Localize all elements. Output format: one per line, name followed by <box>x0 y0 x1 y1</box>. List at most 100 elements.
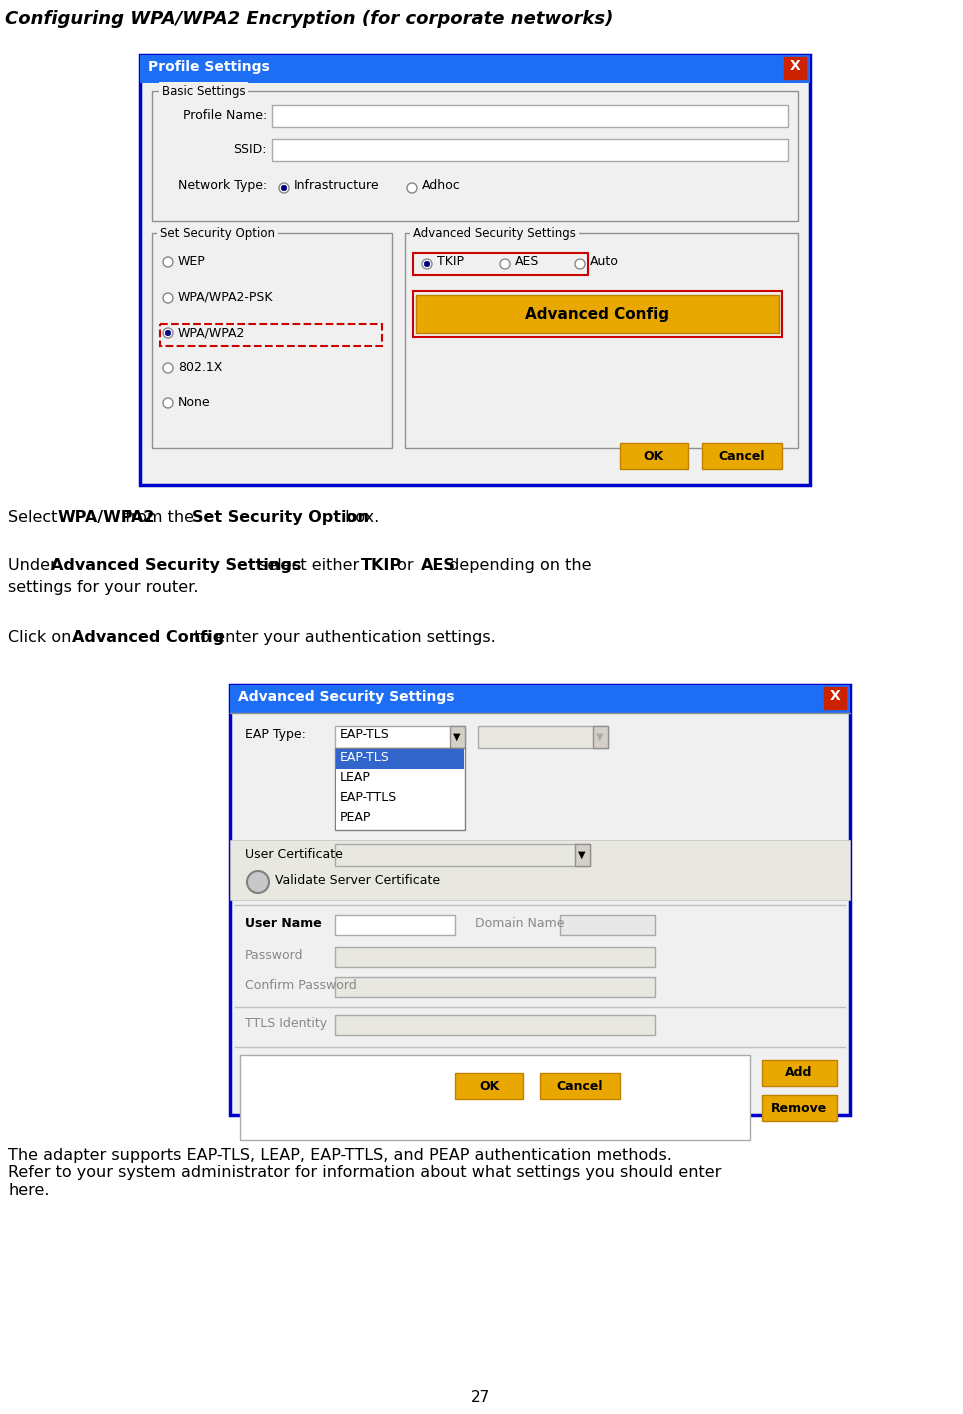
Bar <box>335 915 455 935</box>
Bar <box>784 57 806 79</box>
Text: Profile Settings: Profile Settings <box>148 59 270 74</box>
Circle shape <box>163 363 173 373</box>
Text: EAP-TLS: EAP-TLS <box>340 751 390 764</box>
Text: Profile Name:: Profile Name: <box>183 109 267 122</box>
Bar <box>593 725 608 748</box>
Circle shape <box>281 185 287 191</box>
Text: Set Security Option: Set Security Option <box>192 510 369 525</box>
Text: Select: Select <box>8 510 63 525</box>
Bar <box>240 1055 750 1140</box>
Text: to enter your authentication settings.: to enter your authentication settings. <box>190 631 496 645</box>
Bar <box>272 139 788 161</box>
Text: Domain Name: Domain Name <box>475 918 564 930</box>
Bar <box>560 915 655 935</box>
Text: TKIP: TKIP <box>361 559 403 573</box>
Text: EAP Type:: EAP Type: <box>245 728 306 741</box>
Bar <box>335 844 590 865</box>
Bar <box>416 296 779 334</box>
Circle shape <box>407 182 417 192</box>
Text: Under: Under <box>8 559 62 573</box>
Circle shape <box>575 259 585 269</box>
Text: SSID:: SSID: <box>233 143 267 156</box>
Circle shape <box>163 397 173 409</box>
Text: Cancel: Cancel <box>718 450 766 462</box>
Bar <box>335 748 465 830</box>
Text: Password: Password <box>245 949 303 962</box>
Bar <box>620 443 688 469</box>
Text: Advanced Config: Advanced Config <box>525 307 669 321</box>
Text: Configuring WPA/WPA2 Encryption (for corporate networks): Configuring WPA/WPA2 Encryption (for cor… <box>5 10 613 28</box>
Bar <box>230 684 850 713</box>
Text: PEAP: PEAP <box>340 812 372 824</box>
Bar <box>336 749 464 769</box>
Bar <box>405 233 798 448</box>
Circle shape <box>163 293 173 303</box>
Text: Cancel: Cancel <box>557 1079 603 1093</box>
Bar <box>160 324 382 346</box>
Text: Basic Settings: Basic Settings <box>162 85 246 98</box>
Bar <box>478 725 608 748</box>
Text: 802.1X: 802.1X <box>178 361 222 373</box>
Bar <box>824 687 846 708</box>
Bar <box>336 769 464 789</box>
Text: None: None <box>178 396 211 409</box>
Bar <box>230 684 850 1116</box>
Text: Advanced Config: Advanced Config <box>72 631 224 645</box>
Bar <box>762 1060 837 1086</box>
Bar <box>336 789 464 809</box>
Circle shape <box>500 259 510 269</box>
Text: Confirm Password: Confirm Password <box>245 978 356 993</box>
Circle shape <box>279 182 289 192</box>
Text: Auto: Auto <box>590 255 619 269</box>
Bar <box>272 105 788 127</box>
Bar <box>762 1094 837 1121</box>
Text: WEP: WEP <box>178 255 206 269</box>
Bar <box>455 1073 523 1099</box>
Text: Adhoc: Adhoc <box>422 180 460 192</box>
Bar <box>230 840 850 899</box>
Text: WPA/WPA2-PSK: WPA/WPA2-PSK <box>178 291 273 304</box>
Text: LEAP: LEAP <box>340 771 371 783</box>
Text: User Name: User Name <box>245 918 322 930</box>
Bar <box>413 291 782 337</box>
Text: EAP-TTLS: EAP-TTLS <box>340 790 398 805</box>
Text: depending on the: depending on the <box>444 559 592 573</box>
Text: WPA/WPA2: WPA/WPA2 <box>178 327 246 339</box>
Bar <box>336 809 464 829</box>
Text: Advanced Security Settings: Advanced Security Settings <box>238 690 455 704</box>
Circle shape <box>425 262 429 267</box>
Circle shape <box>166 331 170 335</box>
Text: TKIP: TKIP <box>437 255 464 269</box>
Bar <box>702 443 782 469</box>
Text: Advanced Security Settings: Advanced Security Settings <box>413 226 576 239</box>
Bar <box>335 977 655 997</box>
Bar <box>335 1015 655 1035</box>
Bar <box>575 844 590 865</box>
Circle shape <box>422 259 432 269</box>
Bar <box>335 725 465 748</box>
Text: EAP-TLS: EAP-TLS <box>340 728 390 741</box>
Text: 27: 27 <box>471 1390 490 1406</box>
Bar <box>140 55 810 485</box>
Bar <box>152 233 392 448</box>
Text: OK: OK <box>479 1079 499 1093</box>
Text: Remove: Remove <box>770 1102 827 1114</box>
Text: X: X <box>830 689 841 703</box>
Text: OK: OK <box>644 450 664 462</box>
Text: from the: from the <box>120 510 199 525</box>
Text: ▼: ▼ <box>578 850 586 860</box>
Text: The adapter supports EAP-TLS, LEAP, EAP-TTLS, and PEAP authentication methods.
R: The adapter supports EAP-TLS, LEAP, EAP-… <box>8 1148 721 1198</box>
Bar <box>450 725 465 748</box>
Text: User Certificate: User Certificate <box>245 848 343 861</box>
Text: settings for your router.: settings for your router. <box>8 580 198 595</box>
Circle shape <box>163 257 173 267</box>
Bar <box>540 1073 620 1099</box>
Text: TTLS Identity: TTLS Identity <box>245 1017 327 1029</box>
Text: AES: AES <box>515 255 539 269</box>
Text: ▼: ▼ <box>454 732 460 742</box>
Text: AES: AES <box>421 559 455 573</box>
Text: X: X <box>790 59 800 74</box>
Bar <box>152 90 798 221</box>
Text: Advanced Security Settings: Advanced Security Settings <box>51 559 301 573</box>
Bar <box>140 55 810 83</box>
